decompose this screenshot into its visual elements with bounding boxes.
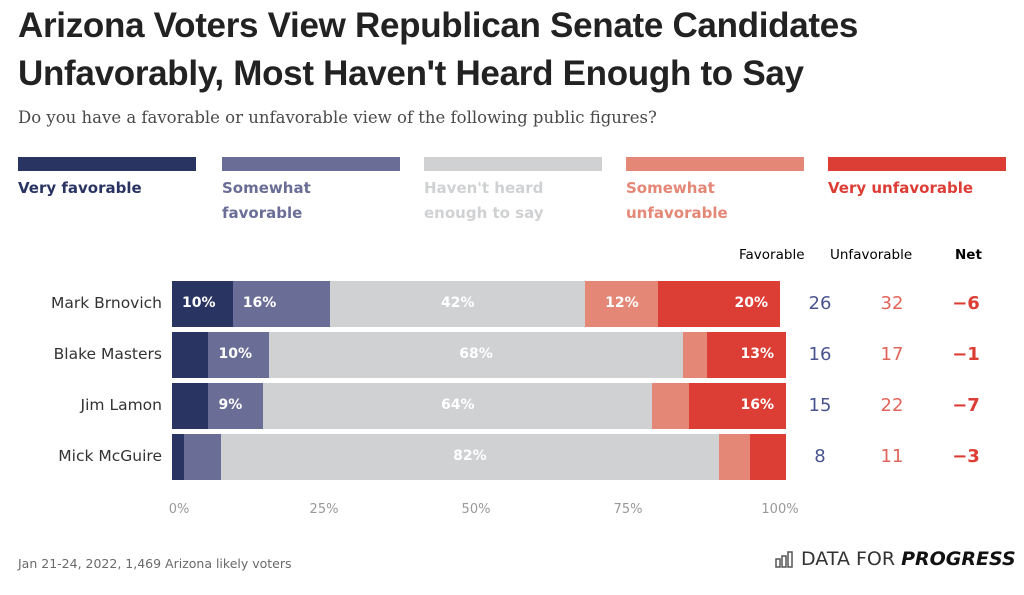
unfavorable-value: 22 [880, 395, 904, 416]
favorable-value: 8 [814, 446, 826, 467]
data-label: 42% [440, 295, 475, 311]
data-label: 16% [242, 295, 277, 311]
row-label: Mick McGuire [58, 447, 162, 465]
data-label: 12% [605, 295, 639, 311]
row-label: Mark Brnovich [50, 294, 162, 312]
bar-segment: 42% [330, 281, 586, 327]
data-label: 82% [453, 448, 487, 464]
legend-swatch [18, 157, 196, 171]
favorable-value: 26 [808, 293, 832, 314]
bar-segment: 64% [263, 383, 653, 429]
net-value: −3 [952, 446, 980, 467]
bar-segment [172, 383, 209, 429]
bar-segment [749, 434, 787, 480]
net-value: −1 [952, 344, 980, 365]
data-label: 64% [440, 397, 475, 413]
bar-segment [172, 434, 185, 480]
x-tick-label: 100% [761, 502, 799, 517]
legend-label: Somewhat unfavorable [626, 179, 728, 222]
bar-segment [682, 332, 708, 378]
row-label: Jim Lamon [80, 396, 162, 414]
bar-chart-icon [775, 551, 793, 568]
bar-segment [184, 434, 221, 480]
bar-segment: 13% [707, 332, 787, 378]
logo-text-light: DATA FOR [801, 548, 896, 570]
row-label: Blake Masters [53, 345, 162, 363]
x-tick-label: 0% [168, 502, 190, 517]
legend-item: Somewhat favorable [222, 157, 402, 226]
unfavorable-value: 32 [880, 293, 904, 314]
data-label: 9% [218, 397, 243, 413]
bar-segment: 9% [208, 383, 264, 429]
net-value: −6 [952, 293, 980, 314]
legend-item: Very unfavorable [828, 157, 1008, 201]
chart-title: Arizona Voters View Republican Senate Ca… [18, 6, 859, 93]
data-label: 20% [734, 295, 768, 311]
legend-label: Haven't heard enough to say [424, 179, 544, 222]
unfavorable-value: 11 [880, 446, 904, 467]
legend-swatch [222, 157, 400, 171]
bar-segment: 20% [658, 281, 780, 327]
legend-item: Haven't heard enough to say [424, 157, 604, 226]
legend-item: Somewhat unfavorable [626, 157, 806, 226]
x-tick-label: 50% [461, 502, 491, 517]
bar-segment: 16% [232, 281, 331, 327]
bar-segment [719, 434, 750, 480]
data-label: 13% [740, 346, 775, 362]
legend-label: Somewhat favorable [222, 179, 311, 222]
data-for-progress-logo: DATA FOR PROGRESS [775, 548, 1016, 570]
bar-segment: 68% [269, 332, 683, 378]
legend-swatch [626, 157, 804, 171]
legend-swatch [424, 157, 602, 171]
favorable-value: 16 [808, 344, 832, 365]
legend-label: Very favorable [18, 179, 142, 197]
x-tick-label: 75% [613, 502, 643, 517]
x-tick-label: 25% [309, 502, 339, 517]
bar-segment [172, 332, 209, 378]
data-label: 16% [740, 397, 775, 413]
bar-segment: 82% [220, 434, 720, 480]
column-header-net: Net [955, 247, 982, 263]
bar-segment [652, 383, 689, 429]
chart-subtitle: Do you have a favorable or unfavorable v… [18, 108, 657, 127]
legend-label: Very unfavorable [828, 179, 974, 197]
footer-note: Jan 21-24, 2022, 1,469 Arizona likely vo… [18, 556, 292, 571]
legend-item: Very favorable [18, 157, 198, 201]
bar-segment: 16% [688, 383, 787, 429]
bar-segment: 10% [172, 281, 233, 327]
favorable-value: 15 [808, 395, 832, 416]
column-header-unfavorable: Unfavorable [830, 247, 913, 263]
column-header-favorable: Favorable [739, 247, 805, 263]
bar-segment: 10% [208, 332, 270, 378]
data-label: 10% [182, 295, 216, 311]
unfavorable-value: 17 [880, 344, 904, 365]
legend-swatch [828, 157, 1006, 171]
logo-text-bold: PROGRESS [901, 548, 1016, 570]
bar-segment: 12% [585, 281, 659, 327]
data-label: 10% [218, 346, 252, 362]
net-value: −7 [952, 395, 980, 416]
data-label: 68% [459, 346, 493, 362]
